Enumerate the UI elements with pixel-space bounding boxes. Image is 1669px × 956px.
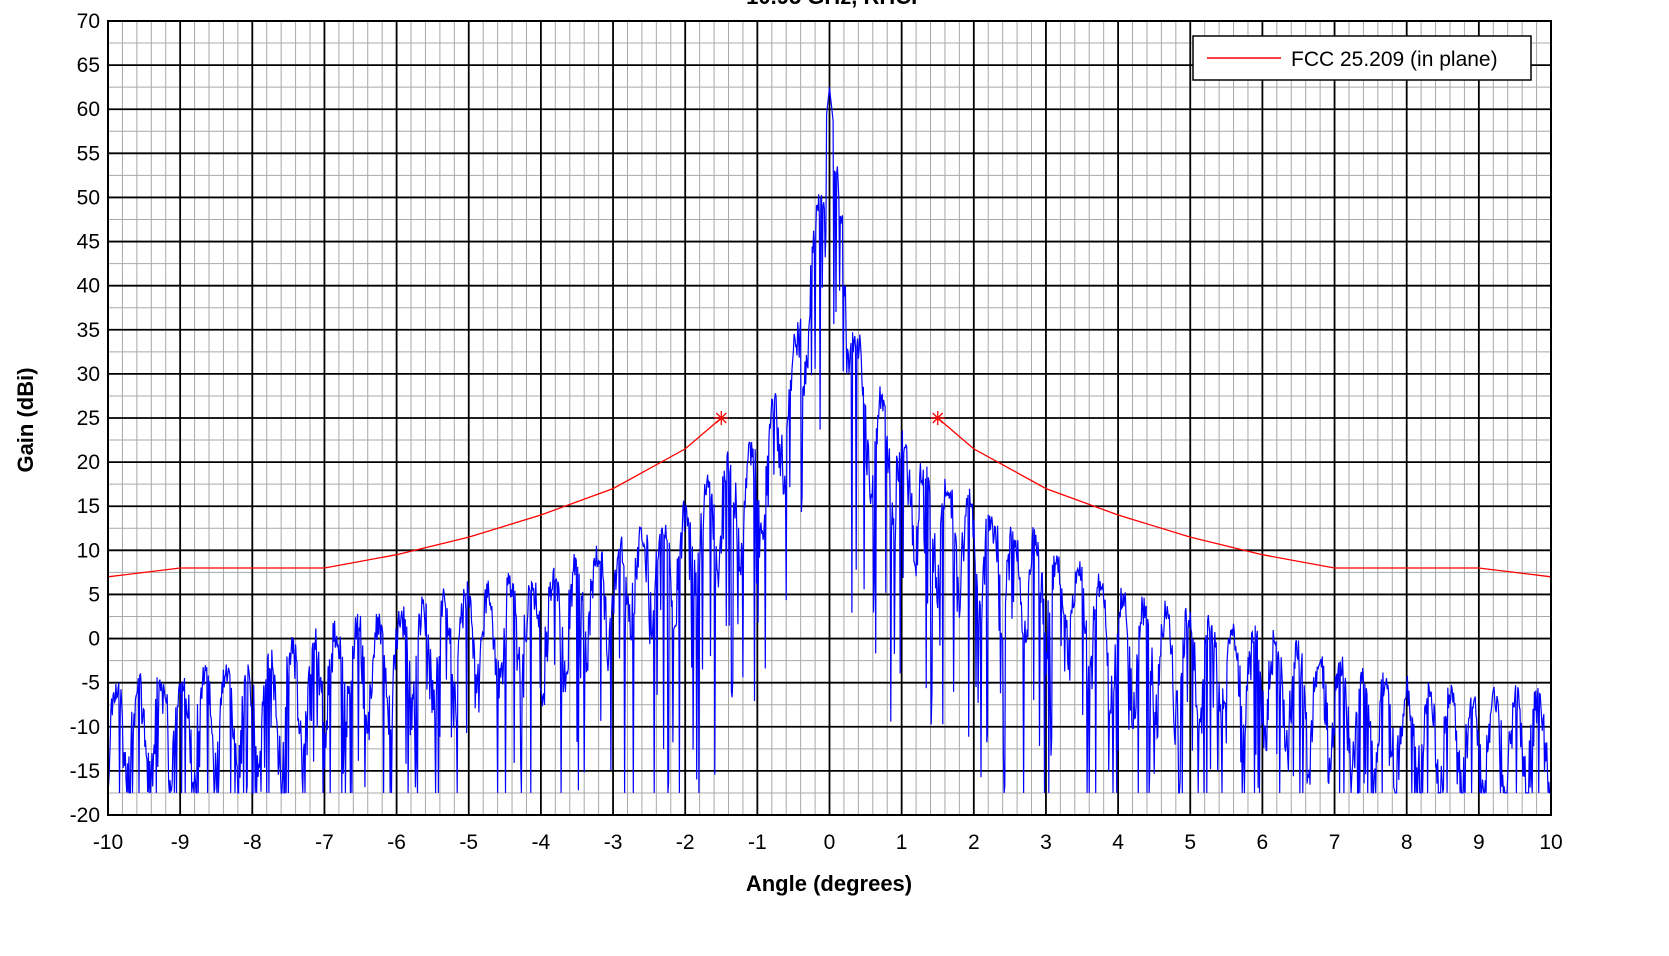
x-tick-label: 1 — [896, 831, 908, 854]
y-tick-label: 50 — [77, 186, 100, 209]
legend-entry-fcc: FCC 25.209 (in plane) — [1291, 48, 1498, 71]
legend: FCC 25.209 (in plane) — [1192, 35, 1532, 81]
x-tick-label: 8 — [1401, 831, 1413, 854]
y-tick-label: 30 — [77, 363, 100, 386]
x-tick-label: 10 — [1539, 831, 1562, 854]
y-tick-label: -15 — [70, 760, 100, 783]
x-tick-label: -7 — [315, 831, 334, 854]
x-tick-label: -6 — [387, 831, 406, 854]
x-tick-label: -9 — [171, 831, 190, 854]
x-tick-label: -8 — [243, 831, 262, 854]
y-axis-label: Gain (dBi) — [13, 367, 38, 472]
x-axis-ticks: -10 -9 -8 -7 -6 -5 -4 -3 -2 -1 0 1 2 3 4 5 6 7 8 9 10 — [93, 831, 1563, 854]
y-tick-label: -5 — [81, 672, 100, 695]
y-tick-label: 0 — [88, 628, 100, 651]
fcc-mask-series — [107, 411, 1552, 578]
y-tick-label: 35 — [77, 319, 100, 342]
x-tick-label: -5 — [459, 831, 478, 854]
y-tick-label: 60 — [77, 98, 100, 121]
gain-pattern-line — [107, 87, 1551, 794]
y-tick-label: 65 — [77, 54, 100, 77]
y-tick-label: 15 — [77, 495, 100, 518]
fcc-mask-right — [937, 417, 1552, 578]
x-tick-label: -1 — [748, 831, 767, 854]
x-tick-label: 5 — [1184, 831, 1196, 854]
x-tick-label: -10 — [93, 831, 123, 854]
x-tick-label: 0 — [824, 831, 836, 854]
fcc-mask-marker — [714, 411, 729, 425]
plot-frame — [107, 20, 1552, 816]
x-tick-label: 6 — [1257, 831, 1269, 854]
y-tick-label: -20 — [70, 804, 100, 827]
x-tick-label: -2 — [676, 831, 695, 854]
fcc-mask-marker — [930, 411, 945, 425]
y-tick-label: -10 — [70, 716, 100, 739]
fcc-mask-left — [107, 417, 722, 578]
x-tick-label: 3 — [1040, 831, 1052, 854]
y-tick-label: 20 — [77, 451, 100, 474]
y-tick-label: 40 — [77, 275, 100, 298]
y-tick-label: 25 — [77, 407, 100, 430]
y-tick-label: 45 — [77, 231, 100, 254]
y-tick-label: 55 — [77, 142, 100, 165]
y-axis-ticks: -20 -15 -10 -5 0 5 10 15 20 25 30 35 40 45 50 55 60 65 70 — [70, 10, 100, 827]
x-axis-label: Angle (degrees) — [746, 871, 912, 896]
x-tick-label: -3 — [604, 831, 623, 854]
y-tick-label: 5 — [88, 583, 100, 606]
y-tick-label: 70 — [77, 10, 100, 33]
y-tick-label: 10 — [77, 539, 100, 562]
x-tick-label: 7 — [1329, 831, 1341, 854]
x-tick-label: 4 — [1112, 831, 1124, 854]
gain-pattern-series — [107, 87, 1551, 794]
chart-title: 10.95 GHz, RHCP — [746, 0, 926, 9]
x-tick-label: -4 — [532, 831, 551, 854]
x-tick-label: 9 — [1473, 831, 1485, 854]
x-tick-label: 2 — [968, 831, 980, 854]
